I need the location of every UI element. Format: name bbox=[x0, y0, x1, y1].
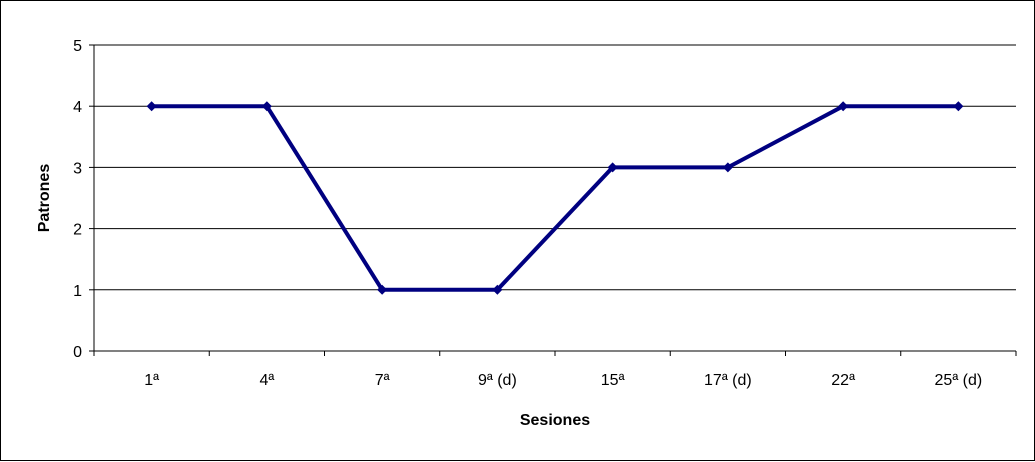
x-tick-label-4: 15ª bbox=[601, 372, 625, 389]
x-tick-label-2: 7ª bbox=[375, 372, 390, 389]
y-tick-label-1: 1 bbox=[73, 283, 82, 300]
series-line-0 bbox=[149, 104, 961, 292]
data-point-0 bbox=[146, 101, 157, 112]
gridlines bbox=[94, 44, 1016, 291]
data-point-4 bbox=[607, 162, 618, 173]
y-tick-label-4: 4 bbox=[73, 99, 82, 116]
data-point-6 bbox=[838, 101, 849, 112]
x-tick-label-6: 22ª bbox=[831, 372, 855, 389]
data-point-3 bbox=[492, 284, 503, 295]
data-point-2 bbox=[377, 284, 388, 295]
x-tick-label-0: 1ª bbox=[144, 372, 159, 389]
x-tick-label-1: 4ª bbox=[259, 372, 274, 389]
x-tick-label-3: 9ª (d) bbox=[478, 372, 517, 389]
y-tick-labels: 0 1 2 3 4 5 bbox=[73, 38, 82, 361]
x-tick-label-5: 17ª (d) bbox=[704, 372, 752, 389]
data-point-1 bbox=[261, 101, 272, 112]
y-tick-label-2: 2 bbox=[73, 222, 82, 239]
x-axis-title: Sesiones bbox=[520, 412, 590, 429]
y-tick-label-3: 3 bbox=[73, 160, 82, 177]
y-axis-title: Patrones bbox=[36, 164, 53, 233]
axes bbox=[89, 44, 1017, 356]
y-tick-label-0: 0 bbox=[73, 344, 82, 361]
y-tick-label-5: 5 bbox=[73, 38, 82, 55]
data-series bbox=[146, 101, 964, 295]
data-point-7 bbox=[953, 101, 964, 112]
data-point-5 bbox=[722, 162, 733, 173]
x-tick-label-7: 25ª (d) bbox=[935, 372, 983, 389]
x-tick-labels: 1ª 4ª 7ª 9ª (d) 15ª 17ª (d) 22ª 25ª (d) bbox=[144, 372, 982, 389]
